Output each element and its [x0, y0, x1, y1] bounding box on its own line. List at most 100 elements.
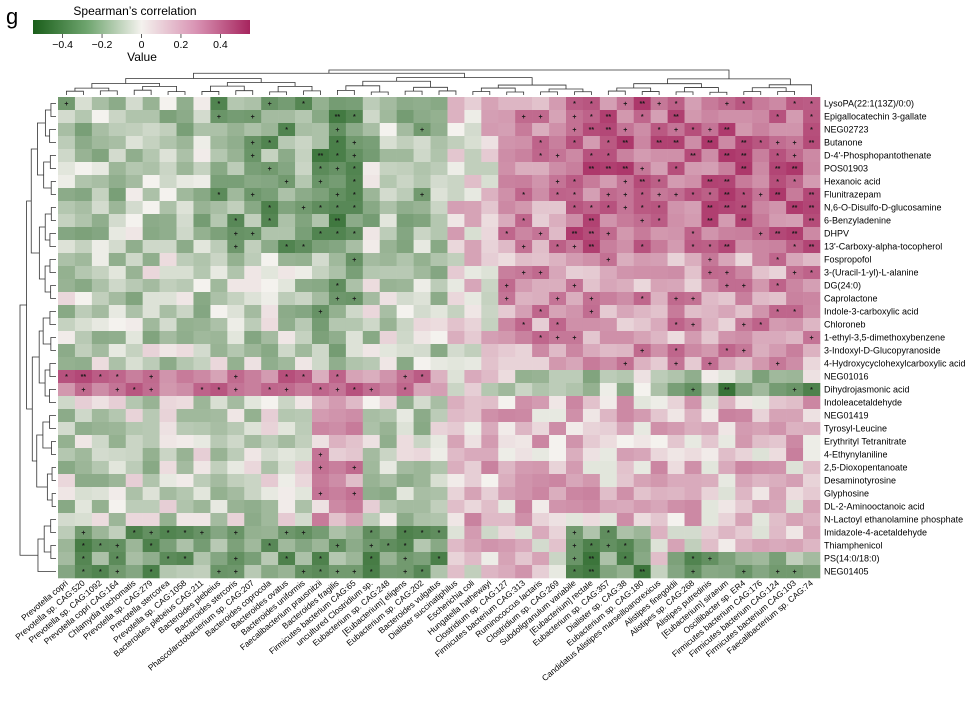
- heatmap-cell: [464, 370, 482, 384]
- heatmap-cell: [549, 565, 567, 579]
- heatmap-cell: [667, 136, 685, 150]
- heatmap-cell: [312, 357, 330, 371]
- heatmap-cell: [362, 188, 381, 202]
- heatmap-cells: [58, 97, 821, 579]
- heatmap-cell: [91, 383, 110, 397]
- heatmap-cell: [769, 110, 787, 124]
- heatmap-cell: [413, 331, 431, 345]
- heatmap-cell: [566, 305, 584, 319]
- color-legend: Spearman’s correlation −0.4 −0.2 0 0.2 0.4 V…: [33, 4, 250, 64]
- heatmap-cell: [176, 422, 194, 436]
- heatmap-cell: [752, 305, 770, 319]
- heatmap-cell: [396, 487, 414, 501]
- legend-tick-label: −0.2: [92, 39, 113, 51]
- heatmap-cell: [633, 227, 651, 241]
- heatmap-cell: [108, 357, 127, 371]
- heatmap-cell: [633, 136, 651, 150]
- heatmap-cell: [176, 331, 194, 345]
- significance-mark: +: [555, 335, 559, 342]
- heatmap-cell: [413, 240, 431, 254]
- heatmap-cell: [210, 292, 228, 306]
- dendrogram-branch: [38, 226, 46, 280]
- heatmap-cell: [667, 513, 685, 527]
- heatmap-cell: [752, 474, 770, 488]
- significance-mark: +: [217, 569, 221, 576]
- heatmap-cell: [227, 552, 245, 566]
- heatmap-cell: [58, 422, 76, 436]
- heatmap-cell: [312, 461, 330, 475]
- heatmap-cell: [701, 123, 719, 137]
- heatmap-cell: [91, 487, 110, 501]
- heatmap-cell: [362, 253, 381, 267]
- heatmap-cell: [515, 487, 533, 501]
- heatmap-cell: [633, 500, 651, 514]
- heatmap-cell: [481, 201, 499, 215]
- heatmap-cell: [481, 279, 499, 293]
- heatmap-cell: [108, 396, 127, 410]
- significance-mark: *: [319, 387, 322, 394]
- heatmap-cell: [261, 500, 279, 514]
- significance-mark: +: [674, 192, 678, 199]
- significance-mark: +: [285, 387, 289, 394]
- significance-mark: +: [623, 179, 627, 186]
- heatmap-cell: [498, 292, 516, 306]
- heatmap-cell: [176, 513, 194, 527]
- heatmap-cell: [447, 175, 465, 189]
- heatmap-cell: [498, 448, 516, 462]
- heatmap-cell: [786, 149, 804, 163]
- significance-mark: *: [353, 114, 356, 121]
- heatmap-cell: [684, 513, 702, 527]
- heatmap-cell: [532, 149, 550, 163]
- heatmap-cell: [616, 409, 635, 423]
- heatmap-cell: [515, 201, 533, 215]
- heatmap-cell: [515, 552, 533, 566]
- heatmap-cell: [701, 305, 719, 319]
- heatmap-cell: [58, 175, 76, 189]
- heatmap-cell: [599, 422, 618, 436]
- heatmap-cell: [312, 383, 330, 397]
- heatmap-cell: [430, 435, 448, 449]
- heatmap-cell: [261, 383, 279, 397]
- significance-mark: *: [590, 205, 593, 212]
- dendrogram-branch: [30, 148, 40, 254]
- significance-mark: *: [421, 569, 424, 576]
- heatmap-cell: [176, 409, 194, 423]
- heatmap-cell: [430, 500, 448, 514]
- heatmap-cell: [718, 552, 736, 566]
- heatmap-cell: [803, 136, 821, 150]
- significance-mark: *: [624, 543, 627, 550]
- heatmap-cell: [549, 123, 567, 137]
- heatmap-cell: [532, 474, 550, 488]
- heatmap-cell: [599, 409, 618, 423]
- heatmap-cell: [701, 409, 719, 423]
- significance-mark: *: [285, 127, 288, 134]
- significance-mark: **: [724, 179, 730, 186]
- heatmap-cell: [803, 513, 821, 527]
- heatmap-cell: [159, 110, 177, 124]
- heatmap-cell: [74, 240, 93, 254]
- heatmap-cell: [718, 526, 736, 540]
- heatmap-cell: [650, 370, 668, 384]
- heatmap-cell: [91, 201, 110, 215]
- heatmap-cell: [481, 526, 499, 540]
- heatmap-cell: [430, 253, 448, 267]
- heatmap-cell: [108, 526, 127, 540]
- heatmap-cell: [566, 513, 584, 527]
- significance-mark: *: [268, 543, 271, 550]
- significance-mark: *: [556, 244, 559, 251]
- heatmap-cell: [91, 110, 110, 124]
- heatmap-cell: [210, 474, 228, 488]
- heatmap-cell: [396, 305, 414, 319]
- heatmap-cell: [515, 279, 533, 293]
- dendrogram-branch: [49, 155, 56, 169]
- heatmap-cell: [566, 448, 584, 462]
- significance-mark: +: [335, 192, 339, 199]
- heatmap-cell: [312, 513, 330, 527]
- significance-mark: *: [776, 114, 779, 121]
- heatmap-cell: [684, 188, 702, 202]
- heatmap-cell: [786, 162, 804, 176]
- heatmap-cell: [464, 526, 482, 540]
- heatmap-cell: [312, 227, 330, 241]
- row-label: DG(24:0): [824, 281, 861, 291]
- heatmap-cell: [430, 266, 448, 280]
